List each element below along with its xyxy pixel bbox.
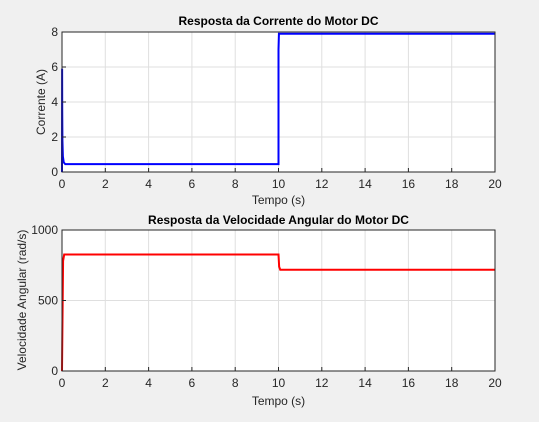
velocity-series-line: [61, 253, 495, 372]
current-x-tick-label: 14: [358, 177, 372, 191]
velocity-x-tick-label: 2: [102, 376, 109, 390]
current-x-tick-label: 4: [145, 177, 152, 191]
velocity-x-tick-label: 12: [315, 376, 329, 390]
velocity-y-tick-label: 1000: [31, 223, 58, 237]
velocity-x-tick-label: 4: [145, 376, 152, 390]
velocity-x-tick-label: 0: [59, 376, 66, 390]
current-x-tick-label: 20: [488, 177, 502, 191]
current-y-tick-label: 6: [51, 60, 58, 74]
current-x-tick-label: 6: [189, 177, 196, 191]
velocity-x-axis-label: Tempo (s): [252, 394, 305, 408]
velocity-y-tick-label: 0: [51, 364, 58, 378]
current-x-tick-label: 8: [232, 177, 239, 191]
velocity-chart-title: Resposta da Velocidade Angular do Motor …: [148, 213, 409, 227]
current-x-tick-label: 0: [59, 177, 66, 191]
velocity-x-tick-label: 14: [358, 376, 372, 390]
current-y-tick-label: 8: [51, 25, 58, 39]
current-y-tick-label: 4: [51, 95, 58, 109]
velocity-x-tick-label: 6: [189, 376, 196, 390]
velocity-x-tick-label: 10: [272, 376, 286, 390]
current-x-tick-label: 12: [315, 177, 329, 191]
current-y-tick-label: 2: [51, 130, 58, 144]
current-plot: 0 2 4 6 8 10 12 14 16 18 20 0 2 4 6 8 Resposta da Corre…: [34, 14, 502, 207]
current-x-tick-label: 16: [402, 177, 416, 191]
velocity-x-tick-label: 20: [488, 376, 502, 390]
current-chart-title: Resposta da Corrente do Motor DC: [178, 14, 378, 28]
current-x-tick-label: 10: [272, 177, 286, 191]
velocity-x-tick-label: 8: [232, 376, 239, 390]
current-y-tick-label: 0: [51, 165, 58, 179]
velocity-plot: 0 2 4 6 8 10 12 14 16 18 20 0 500 1000 Resposta da Ve…: [15, 213, 502, 408]
velocity-x-tick-label: 18: [445, 376, 459, 390]
velocity-y-axis-label: Velocidade Angular (rad/s): [15, 230, 29, 371]
velocity-x-tick-label: 16: [402, 376, 416, 390]
current-x-tick-label: 2: [102, 177, 109, 191]
velocity-y-tick-label: 500: [38, 294, 58, 308]
current-y-axis-label: Corrente (A): [34, 69, 48, 135]
current-x-tick-label: 18: [445, 177, 459, 191]
current-x-axis-label: Tempo (s): [252, 193, 305, 207]
